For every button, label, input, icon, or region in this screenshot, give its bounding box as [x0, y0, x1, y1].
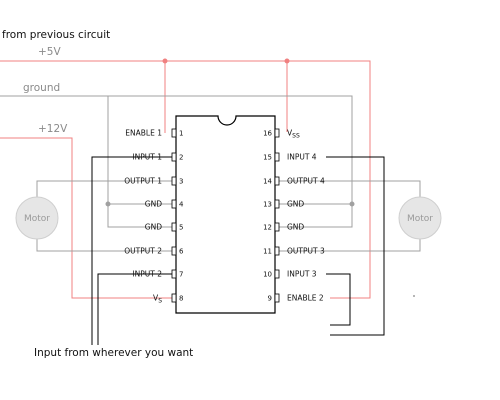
stray-dot — [413, 295, 415, 297]
left-pin-label: INPUT 1 — [132, 153, 162, 162]
right-pin-number: 16 — [263, 130, 272, 138]
left-pin-6 — [171, 246, 177, 256]
left-pin-label: GND — [145, 223, 162, 232]
from-previous-label: from previous circuit — [2, 29, 110, 41]
right-pin-number: 9 — [268, 295, 272, 303]
ground-rail — [0, 95, 355, 228]
right-pin-number: 11 — [263, 248, 272, 256]
left-pin-2 — [171, 152, 177, 162]
right-pin-15 — [274, 152, 280, 162]
ic-chip — [175, 115, 276, 314]
right-pin-label: OUTPUT 4 — [287, 177, 325, 186]
right-pin-13 — [274, 199, 280, 209]
left-pin-label: ENABLE 1 — [125, 129, 162, 138]
right-pin-number: 13 — [263, 201, 272, 209]
right-pin-9 — [274, 293, 280, 303]
motor-right-label: Motor — [407, 214, 433, 224]
ic-pins: 1 ENABLE 1 2 INPUT 1 3 OUTPUT 1 4 GND 5 GND 6 OUTPU… — [124, 129, 325, 305]
left-pin-4 — [171, 199, 177, 209]
left-pin-number: 2 — [179, 154, 183, 162]
right-pin-number: 14 — [263, 178, 272, 186]
motor-left — [15, 196, 59, 240]
right-pin-11 — [274, 246, 280, 256]
left-pin-1 — [171, 128, 177, 138]
left-pin-number: 1 — [179, 130, 183, 138]
plus12v-label: +12V — [38, 123, 68, 135]
left-pin-label: GND — [145, 200, 162, 209]
left-pin-7 — [171, 269, 177, 279]
left-pin-label: INPUT 2 — [132, 270, 162, 279]
right-pin-number: 12 — [263, 224, 272, 232]
right-pin-label: GND — [287, 200, 304, 209]
plus12v-rail — [0, 137, 172, 299]
right-pin-number: 15 — [263, 154, 272, 162]
motor-right — [398, 196, 442, 240]
left-pin-label: VS — [153, 294, 162, 305]
left-pin-number: 8 — [179, 295, 183, 303]
left-pin-label: OUTPUT 2 — [124, 247, 162, 256]
right-pin-10 — [274, 269, 280, 279]
left-pin-number: 7 — [179, 271, 183, 279]
motor-wires — [36, 180, 421, 252]
right-pin-label: ENABLE 2 — [287, 294, 324, 303]
right-pin-label: GND — [287, 223, 304, 232]
right-pin-number: 10 — [263, 271, 272, 279]
input-from-label: Input from wherever you want — [34, 347, 193, 359]
left-pin-number: 3 — [179, 178, 183, 186]
right-pin-14 — [274, 176, 280, 186]
right-pin-label: OUTPUT 3 — [287, 247, 325, 256]
right-pin-12 — [274, 222, 280, 232]
right-pin-label: INPUT 4 — [287, 153, 317, 162]
left-pin-5 — [171, 222, 177, 232]
right-pin-label: INPUT 3 — [287, 270, 317, 279]
left-pin-8 — [171, 293, 177, 303]
left-pin-3 — [171, 176, 177, 186]
right-pin-16 — [274, 128, 280, 138]
motor-left-label: Motor — [24, 214, 50, 224]
plus5v-label: +5V — [38, 46, 61, 58]
left-pin-label: OUTPUT 1 — [124, 177, 162, 186]
left-pin-number: 5 — [179, 224, 183, 232]
ground-label: ground — [23, 82, 60, 94]
left-pin-number: 6 — [179, 248, 184, 256]
input-wires — [91, 156, 385, 345]
left-pin-number: 4 — [179, 201, 184, 209]
right-pin-label: VSS — [287, 129, 300, 140]
